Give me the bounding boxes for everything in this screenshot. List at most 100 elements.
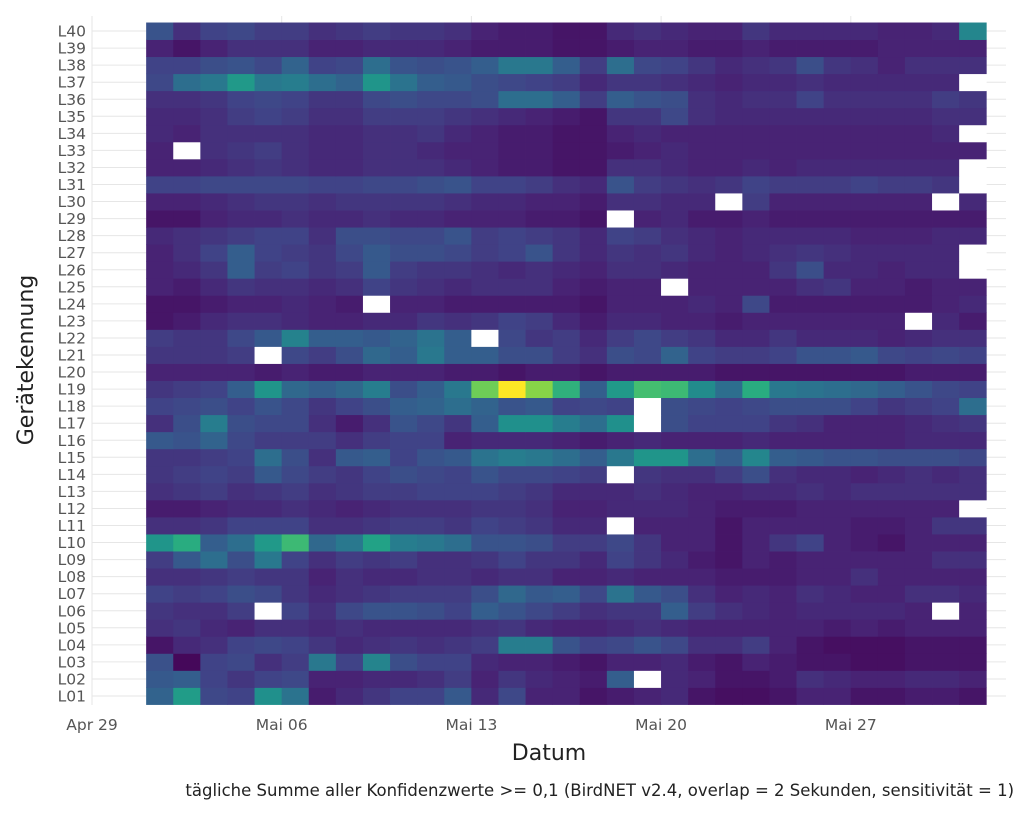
cell-l36-2023-05-23	[742, 90, 770, 109]
y-tick-l24: L24	[58, 295, 86, 313]
cell-l38-2023-05-11	[417, 56, 445, 75]
cell-l10-2023-05-05	[254, 534, 283, 552]
cell-l37-2023-05-12	[444, 73, 472, 92]
cell-l38-2023-05-14	[498, 56, 526, 75]
cell-l07-2023-05-11	[417, 585, 445, 603]
cell-l12-2023-05-24	[769, 499, 797, 518]
cell-l26-2023-05-26	[823, 261, 852, 279]
cell-l10-2023-05-01	[146, 534, 174, 552]
cell-l05-2023-05-22	[715, 619, 743, 637]
cell-l20-2023-05-26	[823, 363, 852, 381]
cell-l12-2023-05-19	[633, 499, 662, 518]
cell-l27-2023-05-07	[308, 244, 337, 262]
cell-l35-2023-05-23	[742, 107, 770, 126]
cell-l17-2023-05-22	[715, 414, 743, 433]
cell-l17-2023-05-10	[390, 414, 418, 433]
cell-l39-2023-05-30	[932, 39, 960, 58]
cell-l13-2023-05-11	[417, 482, 445, 501]
cell-l40-2023-05-09	[362, 22, 391, 40]
cell-l03-2023-05-16	[552, 653, 581, 671]
cell-l12-2023-05-29	[904, 499, 933, 518]
cell-l13-2023-05-20	[661, 482, 689, 501]
cell-l39-2023-05-31	[959, 39, 987, 58]
cell-l15-2023-05-31	[959, 448, 987, 467]
cell-l19-2023-05-25	[796, 380, 825, 399]
cell-l14-2023-05-18	[606, 465, 635, 484]
cell-l31-2023-05-23	[742, 175, 770, 194]
cell-l24-2023-05-16	[552, 295, 581, 313]
cell-l14-2023-05-27	[850, 465, 879, 484]
cell-l02-2023-05-29	[904, 670, 933, 688]
cell-l05-2023-05-29	[904, 619, 933, 637]
cell-l37-2023-05-24	[769, 73, 797, 92]
cell-l06-2023-05-13	[471, 602, 499, 620]
cell-l32-2023-05-12	[444, 158, 472, 177]
cell-l06-2023-05-21	[688, 602, 716, 620]
cell-l31-2023-05-25	[796, 175, 825, 194]
cell-l07-2023-05-25	[796, 585, 825, 603]
cell-l39-2023-05-27	[850, 39, 879, 58]
cell-l11-2023-05-07	[308, 516, 337, 535]
cell-l10-2023-05-30	[932, 534, 960, 552]
cell-l07-2023-05-23	[742, 585, 770, 603]
cell-l40-2023-05-27	[850, 22, 879, 40]
cell-l05-2023-05-24	[769, 619, 797, 637]
cell-l13-2023-05-29	[904, 482, 933, 501]
cell-l29-2023-05-22	[715, 210, 743, 228]
cell-l39-2023-05-25	[796, 39, 825, 58]
cell-l29-2023-05-04	[227, 210, 255, 228]
cell-l29-2023-05-27	[850, 210, 879, 228]
cell-l08-2023-05-20	[661, 568, 689, 586]
cell-l02-2023-05-10	[390, 670, 418, 688]
cell-l23-2023-05-30	[932, 312, 960, 330]
cell-l11-2023-05-20	[661, 516, 689, 535]
cell-l24-2023-05-20	[661, 295, 689, 313]
cell-l24-2023-05-15	[525, 295, 554, 313]
cell-l26-2023-05-23	[742, 261, 770, 279]
cell-l28-2023-05-24	[769, 227, 797, 245]
y-tick-l22: L22	[58, 329, 86, 347]
cell-l12-2023-05-16	[552, 499, 581, 518]
cell-l23-2023-05-14	[498, 312, 526, 330]
cell-l16-2023-05-24	[769, 431, 797, 450]
cell-l17-2023-05-07	[308, 414, 337, 433]
cell-l22-2023-05-12	[444, 329, 472, 347]
cell-l16-2023-05-01	[146, 431, 174, 450]
cell-l39-2023-05-20	[661, 39, 689, 58]
cell-l06-2023-05-01	[146, 602, 174, 620]
cell-l37-2023-05-25	[796, 73, 825, 92]
cell-l36-2023-05-27	[850, 90, 879, 109]
y-tick-l40: L40	[58, 23, 86, 41]
cell-l10-2023-05-08	[335, 534, 364, 552]
cell-l27-2023-05-17	[579, 244, 608, 262]
cell-l34-2023-05-05	[254, 124, 283, 143]
cell-l31-2023-05-15	[525, 175, 554, 194]
cell-l24-2023-05-03	[200, 295, 228, 313]
cell-l36-2023-05-08	[335, 90, 364, 109]
cell-l17-2023-05-31	[959, 414, 987, 433]
cell-l17-2023-05-17	[579, 414, 608, 433]
cell-l04-2023-05-29	[904, 636, 933, 654]
cell-l13-2023-05-09	[362, 482, 391, 501]
cell-l38-2023-05-07	[308, 56, 337, 75]
cell-l20-2023-05-07	[308, 363, 337, 381]
cell-l36-2023-05-05	[254, 90, 283, 109]
cell-l12-2023-05-30	[932, 499, 960, 518]
cell-l05-2023-05-20	[661, 619, 689, 637]
cell-l22-2023-05-30	[932, 329, 960, 347]
cell-l29-2023-05-31	[959, 210, 987, 228]
x-axis-title: Datum	[512, 741, 586, 766]
cell-l39-2023-05-29	[904, 39, 933, 58]
cell-l02-2023-05-30	[932, 670, 960, 688]
cell-l37-2023-05-19	[633, 73, 662, 92]
cell-l13-2023-05-13	[471, 482, 499, 501]
cell-l09-2023-05-02	[173, 551, 201, 569]
cell-l06-2023-05-11	[417, 602, 445, 620]
cell-l33-2023-05-30	[932, 141, 960, 160]
cell-l07-2023-05-30	[932, 585, 960, 603]
cell-l02-2023-05-09	[362, 670, 391, 688]
cell-l12-2023-05-08	[335, 499, 364, 518]
cell-l36-2023-05-28	[877, 90, 906, 109]
cell-l31-2023-05-02	[173, 175, 201, 194]
cell-l27-2023-05-25	[796, 244, 825, 262]
